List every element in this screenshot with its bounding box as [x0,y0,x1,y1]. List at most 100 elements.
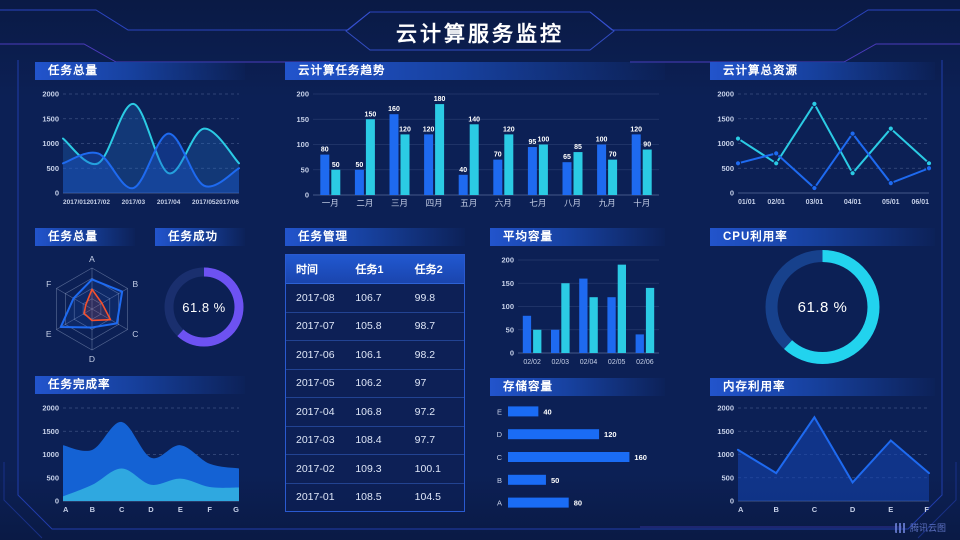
svg-text:C: C [812,505,818,514]
table-row: 2017-06 106.1 98.2 [286,340,464,369]
svg-text:02/04: 02/04 [580,359,598,366]
svg-text:二月: 二月 [356,198,373,208]
table-cell: 97.7 [404,425,464,455]
svg-text:E: E [46,329,52,339]
svg-text:140: 140 [468,116,480,123]
task-table: 时间 任务1 任务2 2017-08 106.7 99.8 2017-07 105.8 98.7… [285,254,465,512]
svg-text:2017/06: 2017/06 [216,199,240,206]
task-total-line-chart: 0 500 1000 1500 2000 2017/01 2017/02 2017/03 201… [35,84,245,208]
svg-text:D: D [89,354,95,364]
page-title: 云计算服务监控 [396,23,564,46]
table-row: 2017-08 106.7 99.8 [286,283,464,312]
table-row: 2017-05 106.2 97 [286,368,464,398]
svg-text:三月: 三月 [391,198,408,208]
table-row: 2017-07 105.8 98.7 [286,311,464,341]
svg-text:五月: 五月 [460,198,477,208]
svg-text:九月: 九月 [599,198,616,208]
svg-text:2000: 2000 [717,404,734,413]
svg-text:50: 50 [356,162,364,169]
svg-text:03/01: 03/01 [806,199,824,206]
panel-title-cpu-usage: CPU利用率 [710,228,935,246]
svg-text:500: 500 [721,164,734,173]
cpu-usage-value: 61.8 % [797,298,848,316]
svg-text:E: E [497,407,502,416]
svg-text:100: 100 [538,137,550,144]
svg-text:八月: 八月 [564,198,581,208]
svg-text:120: 120 [399,126,411,133]
svg-text:2017/02: 2017/02 [86,199,110,206]
svg-text:0: 0 [510,349,514,358]
table-cell: 97 [404,368,464,398]
svg-text:100: 100 [296,140,309,149]
svg-text:A: A [497,499,502,508]
svg-text:C: C [497,453,503,462]
task-trend-bar-chart: 0 50 100 150 200 一月 80 50 二月 50 150 三月 160 120 四月 120 18… [285,84,665,210]
svg-text:1500: 1500 [42,114,59,123]
svg-text:120: 120 [604,430,617,439]
svg-text:B: B [773,505,779,514]
cpu-usage-gauge: 61.8 % [730,244,915,370]
svg-text:95: 95 [529,139,537,146]
svg-text:2000: 2000 [717,90,734,99]
svg-text:80: 80 [574,499,582,508]
svg-text:G: G [233,505,239,514]
table-cell: 97.2 [404,397,464,426]
svg-text:02/06: 02/06 [636,359,654,366]
task-success-gauge: 61.8 % [160,252,248,362]
svg-text:40: 40 [459,167,467,174]
task-success-value: 61.8 % [182,299,226,315]
svg-text:04/01: 04/01 [844,199,862,206]
table-cell: 105.8 [345,311,405,341]
watermark: 腾讯云图 [894,521,946,534]
svg-text:160: 160 [634,453,647,462]
svg-text:D: D [148,505,154,514]
svg-text:02/01: 02/01 [767,199,785,206]
svg-text:A: A [63,505,69,514]
table-cell: 2017-04 [286,397,346,426]
svg-text:E: E [178,505,183,514]
panel-title-task-success: 任务成功 [155,228,245,246]
avg-capacity-bar-chart: 0 50 100 150 200 02/02 02/03 02/04 02/05 02/06 [490,250,665,368]
table-cell: 104.5 [404,482,464,511]
storage-hbar-chart: E 40 D 120 C 160 B 50 A 80 [490,400,665,514]
svg-text:120: 120 [503,126,515,133]
svg-text:70: 70 [494,152,502,159]
svg-text:85: 85 [574,144,582,151]
svg-text:1500: 1500 [42,427,59,436]
table-row: 2017-01 108.5 104.5 [286,482,464,511]
svg-text:E: E [888,505,893,514]
svg-text:A: A [738,505,744,514]
table-row: 2017-04 106.8 97.2 [286,397,464,426]
svg-text:1000: 1000 [42,139,59,148]
panel-title-task-trend: 云计算任务趋势 [285,62,665,80]
svg-text:1000: 1000 [717,139,734,148]
table-cell: 2017-01 [286,482,346,511]
svg-text:六月: 六月 [495,198,512,208]
table-cell: 106.2 [345,368,405,398]
table-row: 2017-03 108.4 97.7 [286,425,464,455]
task-total-radar-chart: A B C D E F [33,248,151,366]
svg-text:一月: 一月 [322,198,339,208]
table-cell: 108.5 [345,482,405,511]
svg-text:2000: 2000 [42,404,59,413]
svg-text:50: 50 [506,325,514,334]
svg-text:F: F [46,279,51,289]
svg-text:2017/04: 2017/04 [157,199,181,206]
svg-text:七月: 七月 [529,198,546,208]
table-cell: 106.8 [345,397,405,426]
svg-text:160: 160 [388,106,400,113]
panel-title-task-radar: 任务总量 [35,228,135,246]
svg-text:02/03: 02/03 [552,359,570,366]
svg-text:2017/05: 2017/05 [192,199,216,206]
svg-text:500: 500 [46,164,59,173]
svg-text:150: 150 [501,279,514,288]
svg-text:0: 0 [305,191,309,200]
table-cell: 108.4 [345,425,405,455]
bars-logo-icon [894,522,906,533]
table-cell: 109.3 [345,454,405,483]
memory-line-chart: 0 500 1000 1500 2000 A B C D E F [710,398,935,516]
svg-text:1500: 1500 [717,114,734,123]
table-cell: 106.1 [345,340,405,369]
svg-text:70: 70 [609,152,617,159]
svg-text:500: 500 [46,473,59,482]
